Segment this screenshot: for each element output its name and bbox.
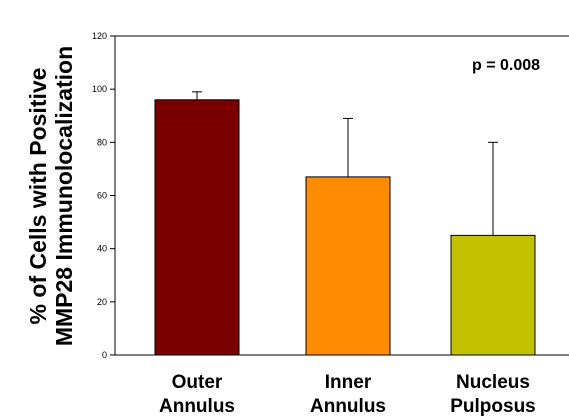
y-tick-label-100: 100 <box>92 84 107 94</box>
bar-3 <box>450 234 536 356</box>
y-axis-title-line-1: % of Cells with Positive <box>25 68 51 325</box>
plot-area: 0 20 40 60 80 100 120 Outer Annulus Inner Annulus N… <box>92 31 569 417</box>
y-tick-label-40: 40 <box>97 244 107 254</box>
x-category-label-3-line-1: Nucleus <box>456 372 530 393</box>
y-tick-label-0: 0 <box>102 350 107 360</box>
x-category-label-1-line-1: Outer <box>172 372 223 393</box>
x-category-label-3-line-2: Pulposus <box>450 396 536 417</box>
y-tick-label-80: 80 <box>97 137 107 147</box>
y-tick-label-20: 20 <box>97 297 107 307</box>
y-axis-title-line-2: MMP28 Immunolocalization <box>51 46 77 346</box>
x-category-label-1-line-2: Annulus <box>159 396 235 417</box>
x-category-label-2-line-2: Annulus <box>310 396 386 417</box>
y-axis-title: % of Cells with Positive MMP28 Immunoloc… <box>25 46 77 346</box>
y-tick-label-120: 120 <box>92 31 107 41</box>
bar-1 <box>154 99 240 356</box>
p-value-annotation: p = 0.008 <box>472 57 540 74</box>
y-tick-label-60: 60 <box>97 191 107 201</box>
bar-2 <box>305 176 391 356</box>
x-category-label-2-line-1: Inner <box>325 372 372 393</box>
